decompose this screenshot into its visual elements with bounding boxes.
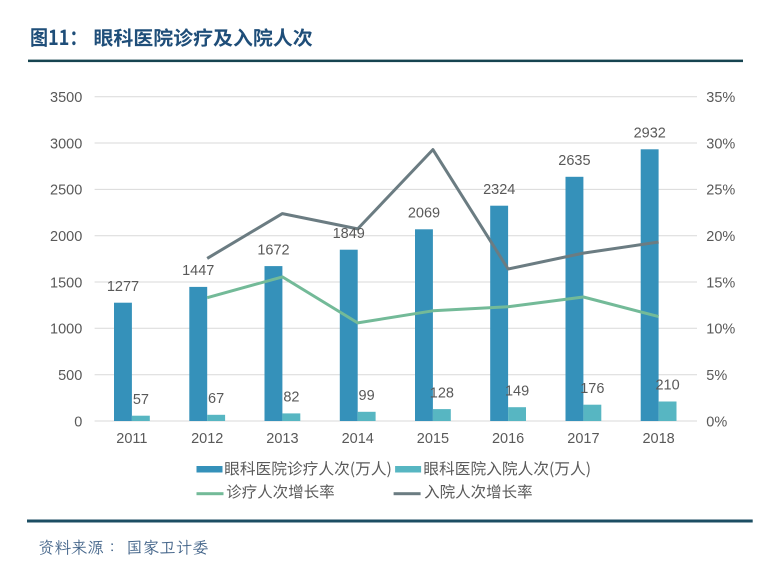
svg-text:15%: 15% [706,275,735,291]
svg-text:20%: 20% [706,229,735,245]
svg-text:1447: 1447 [182,263,214,279]
svg-text:3500: 3500 [50,90,82,106]
svg-text:2324: 2324 [483,182,515,198]
svg-text:1000: 1000 [50,322,82,338]
svg-text:2012: 2012 [191,431,223,447]
svg-text:1277: 1277 [107,279,139,295]
svg-text:2017: 2017 [567,431,599,447]
svg-text:3000: 3000 [50,136,82,152]
svg-text:82: 82 [283,390,299,406]
svg-text:500: 500 [58,368,82,384]
svg-text:0: 0 [74,414,82,430]
svg-text:210: 210 [655,378,679,394]
svg-text:2015: 2015 [417,431,449,447]
svg-text:99: 99 [359,388,375,404]
svg-text:2635: 2635 [558,153,590,169]
svg-text:57: 57 [133,392,149,408]
svg-text:2000: 2000 [50,229,82,245]
svg-text:0%: 0% [706,414,727,430]
svg-text:67: 67 [208,391,224,407]
svg-text:2016: 2016 [492,431,524,447]
svg-text:1849: 1849 [333,226,365,242]
svg-text:1500: 1500 [50,275,82,291]
svg-text:30%: 30% [706,136,735,152]
svg-text:2932: 2932 [634,126,666,142]
svg-text:1672: 1672 [257,242,289,258]
svg-text:35%: 35% [706,90,735,106]
svg-text:2018: 2018 [642,431,674,447]
svg-text:2013: 2013 [266,431,298,447]
svg-text:2069: 2069 [408,206,440,222]
svg-text:2014: 2014 [342,431,374,447]
svg-text:5%: 5% [706,368,727,384]
svg-text:2011: 2011 [116,431,147,447]
svg-text:25%: 25% [706,183,735,199]
svg-text:10%: 10% [706,322,735,338]
svg-text:2500: 2500 [50,183,82,199]
svg-text:128: 128 [430,385,454,401]
svg-text:149: 149 [505,383,529,399]
svg-text:176: 176 [580,381,604,397]
